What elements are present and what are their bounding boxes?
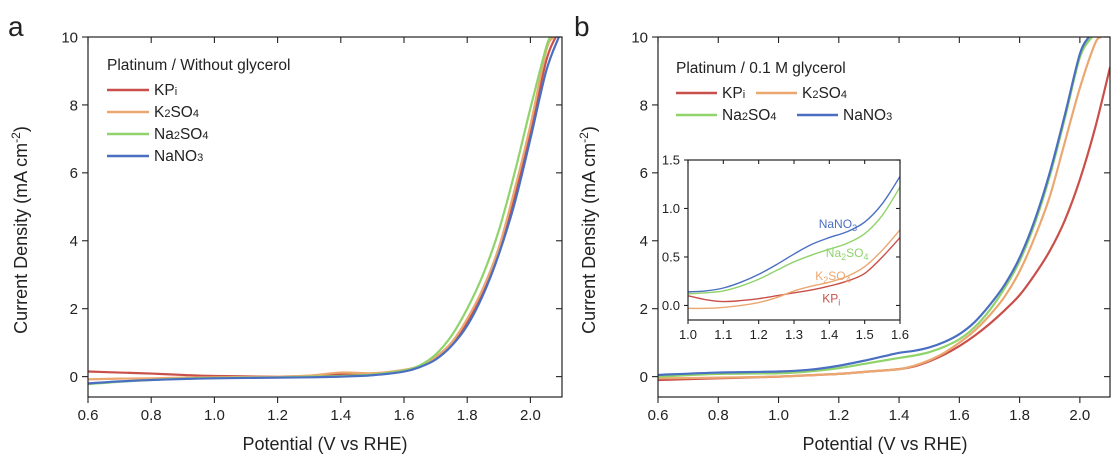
panel-b-ytick-label: 0	[640, 369, 648, 386]
panel-a-legend-title: Platinum / Without glycerol	[107, 57, 291, 74]
panel-b: b Current Density (mA cm-2) Potential (V…	[574, 11, 1111, 454]
panel-b-xtick-label: 1.8	[1009, 407, 1030, 424]
panel-b-inset-xtick-label: 1.6	[891, 327, 909, 342]
panel-a-ylabel: Current Density (mA cm-2)	[9, 126, 31, 334]
panel-a-ytick-label: 8	[70, 97, 78, 114]
panel-b-inset-xtick-label: 1.1	[714, 327, 732, 342]
panel-a-xtick-label: 1.4	[330, 407, 351, 424]
panel-a-ytick-label: 0	[70, 369, 78, 386]
panel-b-ytick-label: 4	[640, 233, 648, 250]
legend-a-kpi-label: KPi	[154, 82, 177, 99]
panel-b-inset-line-nano3	[688, 175, 900, 293]
panel-a-frame	[87, 36, 563, 398]
panel-b-frame	[657, 36, 1111, 398]
legend-a-na2so4-label: Na2SO4	[154, 126, 208, 143]
panel-b-inset-xtick-label: 1.4	[820, 327, 838, 342]
panel-a-series-lines	[88, 37, 560, 386]
panel-b-ytick-label: 2	[640, 301, 648, 318]
panel-b-inset: 1.0 1.1 1.2 1.3 1.4 1.5 1.6 0.0 0.5 1.0 1.5 KPi K2SO…	[662, 153, 909, 342]
panel-b-line-nano3	[658, 37, 1091, 377]
panel-b-xtick-label: 1.6	[949, 407, 970, 424]
panel-a-ytick-label: 2	[70, 301, 78, 318]
panel-b-legend: Platinum / 0.1 M glycerol KPi K2SO4 Na2S…	[676, 60, 892, 124]
panel-b-series-lines	[658, 37, 1110, 382]
panel-b-inset-background	[688, 160, 900, 320]
legend-b-k2so4-label: K2SO4	[802, 85, 847, 102]
panel-a-xtick-label: 0.6	[78, 407, 99, 424]
panel-b-ylabel: Current Density (mA cm-2)	[577, 126, 599, 334]
panel-b-inset-curve-label-kpi: KPi	[822, 292, 840, 308]
panel-a-plot: 0.6 0.8 1.0 1.2 1.4 1.6 1.8 2.0 0 2 4 6 8 10	[61, 29, 563, 424]
panel-a-xtick-label: 1.6	[394, 407, 415, 424]
panel-a-label: a	[8, 11, 24, 42]
panel-a-ytick-label: 4	[70, 233, 78, 250]
panel-b-inset-ytick-label: 0.5	[662, 250, 680, 265]
panel-a-xtick-label: 1.0	[204, 407, 225, 424]
panel-a-xtick-label: 0.8	[141, 407, 162, 424]
panel-b-xtick-label: 1.2	[828, 407, 849, 424]
panel-b-legend-title: Platinum / 0.1 M glycerol	[676, 60, 846, 77]
panel-b-label: b	[574, 11, 590, 42]
panel-a: a Current Density (mA cm-2) Potential (V…	[8, 11, 563, 454]
panel-b-xtick-label: 2.0	[1069, 407, 1090, 424]
legend-a-nano3-label: NaNO3	[154, 148, 203, 165]
panel-b-inset-ytick-label: 0.0	[662, 298, 680, 313]
panel-b-inset-curve-label-k2so4: K2SO4	[815, 269, 850, 285]
panel-a-xtick-label: 1.2	[267, 407, 288, 424]
panel-b-inset-curve-label-nano3: NaNO3	[819, 217, 857, 233]
panel-b-inset-xtick-label: 1.3	[785, 327, 803, 342]
panel-a-line-nano3	[88, 37, 560, 385]
panel-b-inset-ytick-label: 1.0	[662, 201, 680, 216]
panel-b-xtick-label: 1.0	[768, 407, 789, 424]
legend-b-na2so4-label: Na2SO4	[722, 107, 776, 124]
panel-b-inset-xtick-label: 1.2	[750, 327, 768, 342]
panel-a-ytick-label: 6	[70, 165, 78, 182]
panel-a-ytick-label: 10	[61, 29, 78, 46]
panel-b-xtick-label: 0.6	[648, 407, 669, 424]
panel-b-inset-xtick-label: 1.5	[856, 327, 874, 342]
panel-a-xtick-label: 1.8	[457, 407, 478, 424]
panel-b-ytick-label: 6	[640, 165, 648, 182]
panel-b-xlabel: Potential (V vs RHE)	[802, 434, 967, 454]
panel-b-inset-series-lines	[688, 175, 900, 310]
panel-b-xtick-label: 1.4	[889, 407, 910, 424]
panel-a-legend: Platinum / Without glycerol KPi K2SO4 Na…	[107, 57, 291, 165]
panel-b-inset-xtick-label: 1.0	[679, 327, 697, 342]
panel-a-xtick-label: 2.0	[520, 407, 541, 424]
legend-b-nano3-label: NaNO3	[843, 107, 892, 124]
panel-b-ytick-label: 10	[631, 29, 648, 46]
panel-b-inset-line-kpi	[688, 236, 900, 303]
panel-b-inset-line-na2so4	[688, 186, 900, 295]
panel-b-line-k2so4	[658, 37, 1103, 380]
panel-b-xtick-label: 0.8	[708, 407, 729, 424]
panel-a-xlabel: Potential (V vs RHE)	[242, 434, 407, 454]
legend-a-k2so4-label: K2SO4	[154, 104, 199, 121]
legend-b-kpi-label: KPi	[722, 85, 745, 102]
panel-b-plot: 0.6 0.8 1.0 1.2 1.4 1.6 1.8 2.0 0 2 4 6 8 10	[631, 29, 1111, 424]
panel-b-inset-line-k2so4	[688, 229, 900, 310]
panel-b-inset-ytick-label: 1.5	[662, 153, 680, 168]
panel-b-ytick-label: 8	[640, 97, 648, 114]
panel-b-inset-curve-label-na2so4: Na2SO4	[826, 246, 869, 262]
